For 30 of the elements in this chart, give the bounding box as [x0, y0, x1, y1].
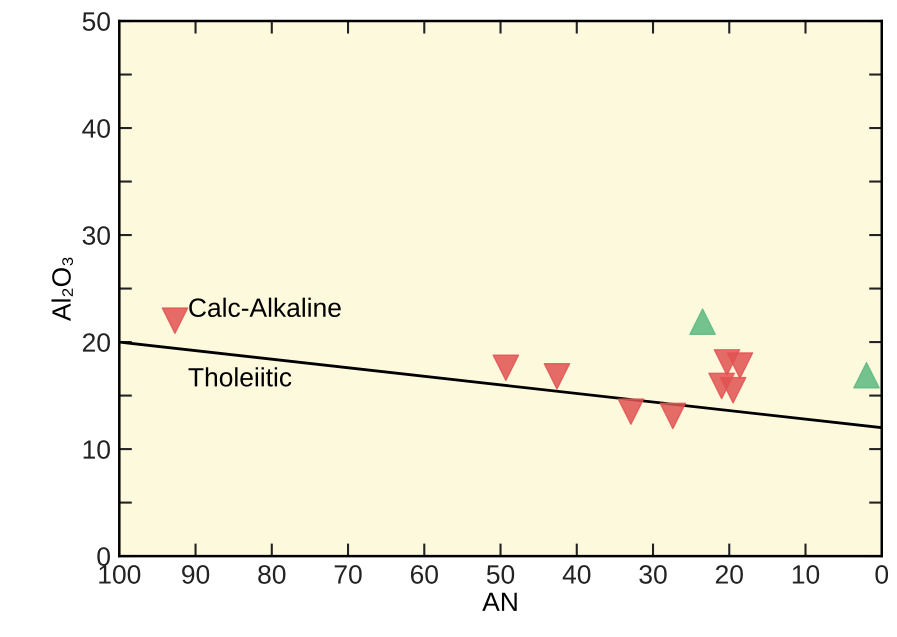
annotation: Tholeiitic — [188, 367, 292, 387]
point — [660, 402, 686, 430]
x-tick-label: 90 — [182, 565, 210, 584]
y-tick-label: 0 — [97, 547, 110, 566]
point — [853, 362, 880, 389]
x-tick-label: 20 — [716, 565, 743, 584]
annotation: Calc-Alkaline — [189, 298, 341, 318]
x-tick-label: 0 — [875, 565, 888, 584]
point — [618, 398, 644, 425]
x-tick-label: 100 — [99, 565, 140, 584]
point — [492, 354, 520, 382]
y-tick-label: 50 — [82, 12, 110, 31]
x-tick-label: 30 — [639, 565, 667, 584]
y-tick-label: 40 — [82, 119, 110, 138]
x-tick-label: 50 — [486, 565, 514, 584]
point — [726, 352, 754, 379]
point — [544, 363, 570, 390]
y-tick-label: 10 — [84, 440, 110, 459]
point — [720, 376, 746, 404]
y-axis-title: Al₂O₃ — [51, 258, 73, 321]
x-axis-title: AN — [482, 592, 517, 611]
point — [162, 307, 188, 334]
x-tick-label: 80 — [258, 565, 286, 584]
y-tick-label: 20 — [82, 333, 110, 352]
x-tick-label: 10 — [792, 565, 820, 584]
x-tick-label: 70 — [334, 565, 362, 584]
x-tick-label: 60 — [410, 565, 438, 584]
point — [689, 308, 716, 336]
x-tick-label: 40 — [562, 565, 590, 584]
y-tick-label: 30 — [82, 226, 110, 245]
